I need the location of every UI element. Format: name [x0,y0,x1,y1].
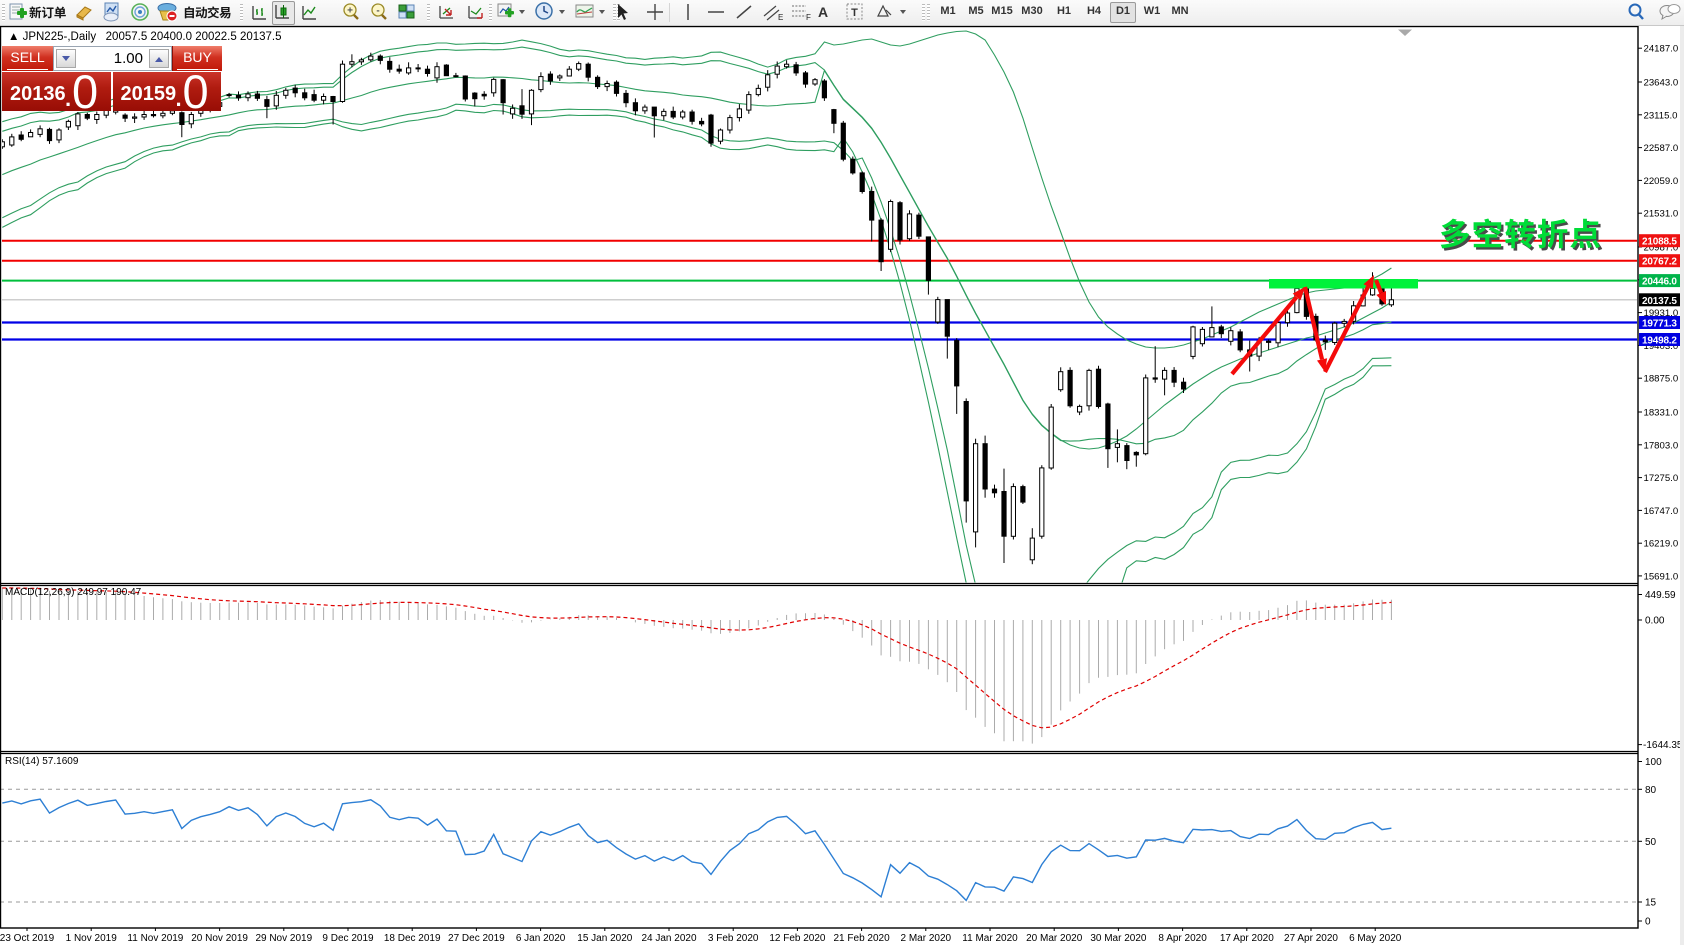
svg-text:19403.0: 19403.0 [1644,341,1679,352]
svg-text:20987.0: 20987.0 [1644,243,1679,254]
svg-text:20446.0: 20446.0 [1642,277,1677,288]
svg-text:18 Dec 2019: 18 Dec 2019 [384,933,441,944]
svg-text:23643.0: 23643.0 [1644,78,1679,89]
svg-text:0: 0 [1645,917,1651,928]
svg-text:16747.0: 16747.0 [1644,506,1679,517]
svg-text:15: 15 [1645,898,1657,909]
svg-text:20 Nov 2019: 20 Nov 2019 [191,933,248,944]
svg-text:-1644.35: -1644.35 [1643,740,1683,751]
svg-text:20137.5: 20137.5 [1642,296,1677,307]
svg-text:100: 100 [1645,757,1662,768]
svg-text:21531.0: 21531.0 [1644,209,1679,220]
svg-text:E: E [778,13,783,22]
svg-text:8 Apr 2020: 8 Apr 2020 [1158,933,1207,944]
svg-text:-: - [376,6,379,17]
svg-text:27 Dec 2019: 27 Dec 2019 [448,933,505,944]
svg-text:1 Nov 2019: 1 Nov 2019 [66,933,118,944]
svg-text:0.00: 0.00 [1645,616,1665,627]
svg-text:3 Feb 2020: 3 Feb 2020 [708,933,759,944]
svg-text:15691.0: 15691.0 [1644,571,1679,582]
svg-text:15 Jan 2020: 15 Jan 2020 [577,933,632,944]
svg-text:16219.0: 16219.0 [1644,539,1679,550]
svg-text:F: F [806,13,811,22]
svg-text:2 Mar 2020: 2 Mar 2020 [901,933,952,944]
svg-text:6 Jan 2020: 6 Jan 2020 [516,933,566,944]
svg-text:449.59: 449.59 [1645,590,1676,601]
svg-text:50: 50 [1645,837,1657,848]
svg-text:9 Dec 2019: 9 Dec 2019 [322,933,374,944]
svg-text:12 Feb 2020: 12 Feb 2020 [769,933,826,944]
svg-text:11 Mar 2020: 11 Mar 2020 [962,933,1018,944]
svg-text:19771.3: 19771.3 [1642,319,1677,330]
svg-text:18331.0: 18331.0 [1644,408,1679,419]
svg-text:20 Mar 2020: 20 Mar 2020 [1026,933,1083,944]
svg-text:23 Oct 2019: 23 Oct 2019 [0,933,55,944]
svg-text:20767.2: 20767.2 [1642,257,1677,268]
svg-text:22059.0: 22059.0 [1644,176,1679,187]
svg-text:24 Jan 2020: 24 Jan 2020 [641,933,696,944]
svg-text:27 Apr 2020: 27 Apr 2020 [1284,933,1338,944]
svg-text:30 Mar 2020: 30 Mar 2020 [1090,933,1147,944]
svg-text:17803.0: 17803.0 [1644,440,1679,451]
svg-text:22587.0: 22587.0 [1644,143,1679,154]
svg-text:19498.2: 19498.2 [1642,336,1677,347]
svg-text:18875.0: 18875.0 [1644,374,1679,385]
svg-text:21 Feb 2020: 21 Feb 2020 [834,933,891,944]
svg-text:11 Nov 2019: 11 Nov 2019 [127,933,183,944]
svg-text:80: 80 [1645,785,1657,796]
svg-text:MACD(12,26,9) 249.97 190.47: MACD(12,26,9) 249.97 190.47 [5,587,142,598]
svg-text:17275.0: 17275.0 [1644,473,1679,484]
svg-text:21088.5: 21088.5 [1642,237,1677,248]
svg-text:29 Nov 2019: 29 Nov 2019 [255,933,312,944]
svg-text:6 May 2020: 6 May 2020 [1349,933,1402,944]
svg-text:T: T [851,7,858,19]
svg-text:+: + [347,6,353,17]
svg-text:24187.0: 24187.0 [1644,44,1679,55]
svg-text:17 Apr 2020: 17 Apr 2020 [1220,933,1274,944]
svg-text:19931.0: 19931.0 [1644,308,1679,319]
svg-text:RSI(14) 57.1609: RSI(14) 57.1609 [5,756,79,767]
svg-text:23115.0: 23115.0 [1644,110,1678,121]
